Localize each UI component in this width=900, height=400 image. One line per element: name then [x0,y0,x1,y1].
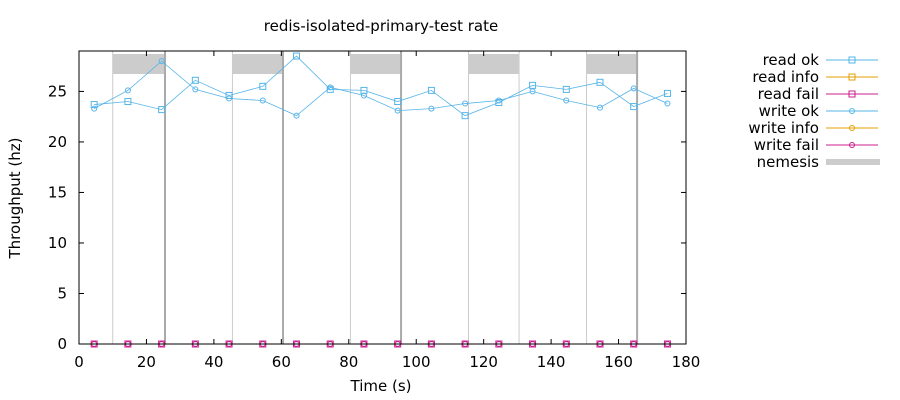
y-tick-label: 5 [57,284,67,302]
read-ok-point [562,85,570,93]
y-tick-label: 0 [57,335,67,353]
x-tick-label: 40 [204,353,223,371]
y-tick-label: 15 [48,183,67,201]
read-ok-point [596,78,604,86]
write-ok-point [462,100,469,107]
legend-item-write-ok: write ok [759,102,878,120]
legend-label: read ok [763,51,820,69]
write-ok-point [259,97,266,104]
legend-swatch-marker [848,73,856,81]
write-ok-point [630,85,637,92]
legend-item-nemesis: nemesis [757,153,880,171]
legend-label: read info [752,68,819,86]
y-tick-label: 20 [48,133,67,151]
legend-item-write-fail: write fail [754,136,878,154]
write-ok-point [664,100,671,107]
write-ok-point [360,92,367,99]
write-ok-point [327,84,334,91]
write-ok-line [93,60,668,117]
x-axis-ticks: 0 20 40 60 80 100 120 140 160 180 [74,51,700,371]
read-ok-point [529,81,537,89]
write-ok-point [293,112,300,119]
x-tick-label: 80 [339,353,358,371]
write-ok-point [597,104,604,111]
y-tick-label: 25 [48,82,67,100]
legend-item-read-info: read info [752,68,878,86]
write-ok-point [226,95,233,102]
x-tick-label: 20 [137,353,156,371]
write-ok-point [563,97,570,104]
y-axis-ticks: 0 5 10 15 20 25 [48,82,686,353]
read-ok-point [158,106,166,114]
write-ok-point [91,105,98,112]
legend-item-read-fail: read fail [758,85,878,103]
nemesis-interval-bar [112,54,165,74]
legend-swatch-marker [848,90,856,98]
series-write-ok [91,58,671,119]
write-ok-point [394,107,401,114]
x-tick-label: 120 [469,353,498,371]
series-layer [90,52,671,348]
nemesis-interval-bar [232,54,284,74]
read-ok-point [461,112,469,120]
nemesis-layer [112,51,639,344]
read-ok-point [191,76,199,84]
x-tick-label: 100 [402,353,431,371]
legend-swatch-marker [849,125,855,131]
legend-swatch-marker [848,56,856,64]
x-tick-label: 60 [272,353,291,371]
x-axis-label: Time (s) [350,377,412,395]
x-tick-label: 0 [74,353,84,371]
y-axis-label: Throughput (hz) [6,138,24,260]
read-ok-point [124,98,132,106]
legend-label: write info [748,119,819,137]
legend-label: read fail [758,85,819,103]
nemesis-interval-bar [350,54,402,74]
x-tick-label: 140 [537,353,566,371]
nemesis-interval-bar [586,54,638,74]
write-ok-point [158,58,165,65]
read-ok-point [427,86,435,94]
x-tick-label: 180 [672,353,701,371]
legend-label: write ok [759,102,820,120]
nemesis-interval-bar [468,54,520,74]
legend-swatch-marker [849,108,855,114]
read-ok-point [495,99,503,107]
legend-swatch-marker [849,142,855,148]
write-ok-point [495,97,502,104]
write-ok-point [428,105,435,112]
write-ok-point [192,86,199,93]
legend-item-write-info: write info [748,119,878,137]
chart-title: redis-isolated-primary-test rate [264,17,498,35]
read-ok-point [90,101,98,109]
write-ok-point [529,88,536,95]
read-ok-point [293,52,301,60]
read-ok-point [259,82,267,90]
y-tick-label: 10 [48,234,67,252]
read-ok-point [394,98,402,106]
legend-label: write fail [754,136,819,154]
plot-frame [78,50,687,345]
write-ok-point [124,87,131,94]
read-ok-point [663,89,671,97]
legend-item-read-ok: read ok [763,51,878,69]
x-tick-label: 160 [604,353,633,371]
read-ok-point [630,103,638,111]
legend-label: nemesis [757,153,820,171]
